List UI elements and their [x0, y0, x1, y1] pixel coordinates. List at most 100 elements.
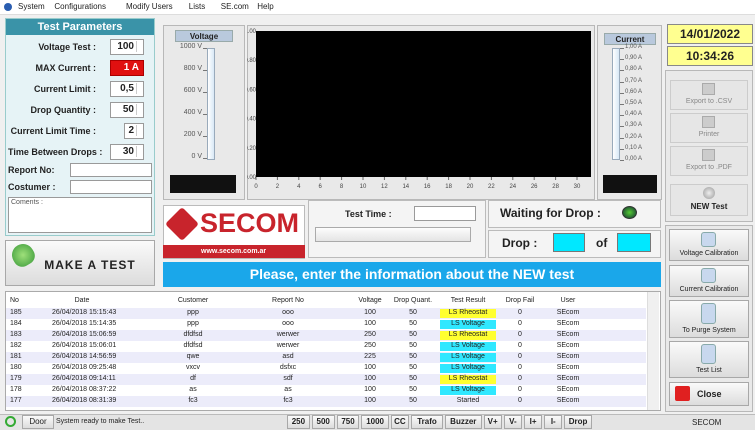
side-icon: [701, 232, 716, 247]
table-cell: 177: [10, 397, 22, 404]
param-input[interactable]: 1 A: [110, 60, 144, 76]
column-header: Date: [74, 297, 90, 304]
side-button[interactable]: [670, 80, 748, 110]
menu-item[interactable]: System: [18, 2, 45, 11]
menu-item[interactable]: Modify Users: [126, 2, 173, 11]
current-tick-label: 0,40 A: [625, 111, 643, 118]
table-cell: SEcom: [556, 397, 580, 404]
column-header: Voltage: [358, 297, 382, 304]
table-row[interactable]: [6, 308, 646, 319]
side-label: Export to .PDF: [686, 164, 732, 171]
voltage-title: Voltage: [175, 30, 233, 42]
table-cell: 0: [518, 375, 522, 382]
param-input[interactable]: 2: [124, 123, 144, 139]
voltage-tick-label: 0 V: [191, 153, 202, 160]
report-input[interactable]: [70, 163, 152, 177]
menu-item[interactable]: SE.com: [220, 2, 249, 11]
current-display: [603, 175, 657, 193]
status-button[interactable]: 1000: [361, 415, 389, 429]
status-button[interactable]: I-: [544, 415, 563, 429]
current-tick-label: 0,10 A: [625, 144, 643, 151]
current-tick-label: 0,80 A: [625, 66, 643, 73]
table-row[interactable]: [6, 374, 646, 385]
plot: 1.000.800.600.400.200.000246810121416182…: [247, 29, 591, 190]
x-tick-label: 2: [276, 184, 280, 190]
status-button[interactable]: Trafo: [411, 415, 443, 429]
voltage-tick: [203, 136, 207, 137]
table-row[interactable]: [6, 341, 646, 352]
status-button[interactable]: 500: [311, 415, 335, 429]
table-cell: 183: [10, 331, 22, 338]
voltage-tick-label: 400 V: [183, 109, 202, 116]
test-time-label: Test Time :: [345, 209, 392, 219]
banner: Please, enter the information about the …: [163, 262, 661, 287]
table-cell: ooo: [282, 320, 294, 327]
status-button[interactable]: Buzzer: [445, 415, 482, 429]
y-tick-label: 0.00: [247, 175, 257, 181]
table-cell: SEcom: [556, 342, 580, 349]
status-button[interactable]: V-: [503, 415, 522, 429]
table-cell: as: [189, 386, 197, 393]
new-test-button[interactable]: [670, 184, 748, 216]
drop-count: [553, 233, 585, 252]
voltage-tick-label: 600 V: [183, 87, 202, 94]
side-label: Export to .CSV: [685, 98, 733, 105]
status-button[interactable]: 250: [287, 415, 310, 429]
comments-input[interactable]: [8, 197, 152, 233]
status-button[interactable]: I+: [524, 415, 543, 429]
x-tick-label: 10: [360, 184, 367, 190]
menu-item[interactable]: Configurations: [54, 2, 106, 11]
side-button[interactable]: [669, 229, 749, 261]
side-icon: [702, 116, 715, 128]
param-input[interactable]: 100: [110, 39, 144, 55]
table-row[interactable]: [6, 396, 646, 407]
current-tick-label: 0,60 A: [625, 88, 643, 95]
x-tick-label: 28: [552, 184, 559, 190]
param-label: Drop Quantity :: [30, 105, 97, 115]
side-label: Test List: [696, 367, 722, 374]
spinner: [136, 83, 142, 94]
door-button[interactable]: Door: [22, 415, 54, 429]
new-test-icon: [703, 187, 715, 199]
current-tick-label: 0,30 A: [625, 122, 643, 129]
table-row[interactable]: [6, 319, 646, 330]
column-header: User: [560, 297, 576, 304]
table-row[interactable]: [6, 363, 646, 374]
status-button[interactable]: Drop: [564, 415, 592, 429]
menu-item[interactable]: Lists: [188, 2, 206, 11]
table-cell: 50: [409, 342, 417, 349]
status-button[interactable]: V+: [483, 415, 502, 429]
spinner: [136, 146, 142, 157]
table-cell: 250: [364, 331, 376, 338]
table-cell: 50: [409, 331, 417, 338]
table-row[interactable]: [6, 330, 646, 341]
param-input[interactable]: 30: [110, 144, 144, 160]
table-cell: 250: [364, 342, 376, 349]
table-scrollbar[interactable]: [647, 292, 659, 410]
table-cell: ppp: [187, 320, 199, 327]
param-input[interactable]: 0,5: [110, 81, 144, 97]
x-tick-label: 8: [340, 184, 344, 190]
table-cell: SEcom: [556, 353, 580, 360]
date-display: 14/01/2022: [667, 24, 753, 44]
menu-item[interactable]: Help: [257, 2, 274, 11]
x-tick-label: 24: [509, 184, 516, 190]
logo-name: SECOM: [200, 208, 300, 238]
column-header: Report No: [272, 297, 304, 304]
customer-input[interactable]: [70, 180, 152, 194]
param-label: Voltage Test :: [38, 42, 96, 52]
of-label: of: [596, 236, 608, 250]
table-row[interactable]: [6, 352, 646, 363]
table-cell: 0: [518, 386, 522, 393]
table-row[interactable]: [6, 385, 646, 396]
param-input[interactable]: 50: [110, 102, 144, 118]
status-button[interactable]: 750: [336, 415, 360, 429]
table-cell: 100: [364, 375, 376, 382]
param-label: Time Between Drops :: [8, 147, 103, 157]
table-cell: 26/04/2018 15:15:43: [52, 309, 117, 316]
table-cell: 182: [10, 342, 22, 349]
current-tick-label: 0,20 A: [625, 133, 643, 140]
spinner: [136, 104, 142, 115]
y-tick-label: 0.60: [247, 87, 257, 93]
status-button[interactable]: CC: [390, 415, 409, 429]
